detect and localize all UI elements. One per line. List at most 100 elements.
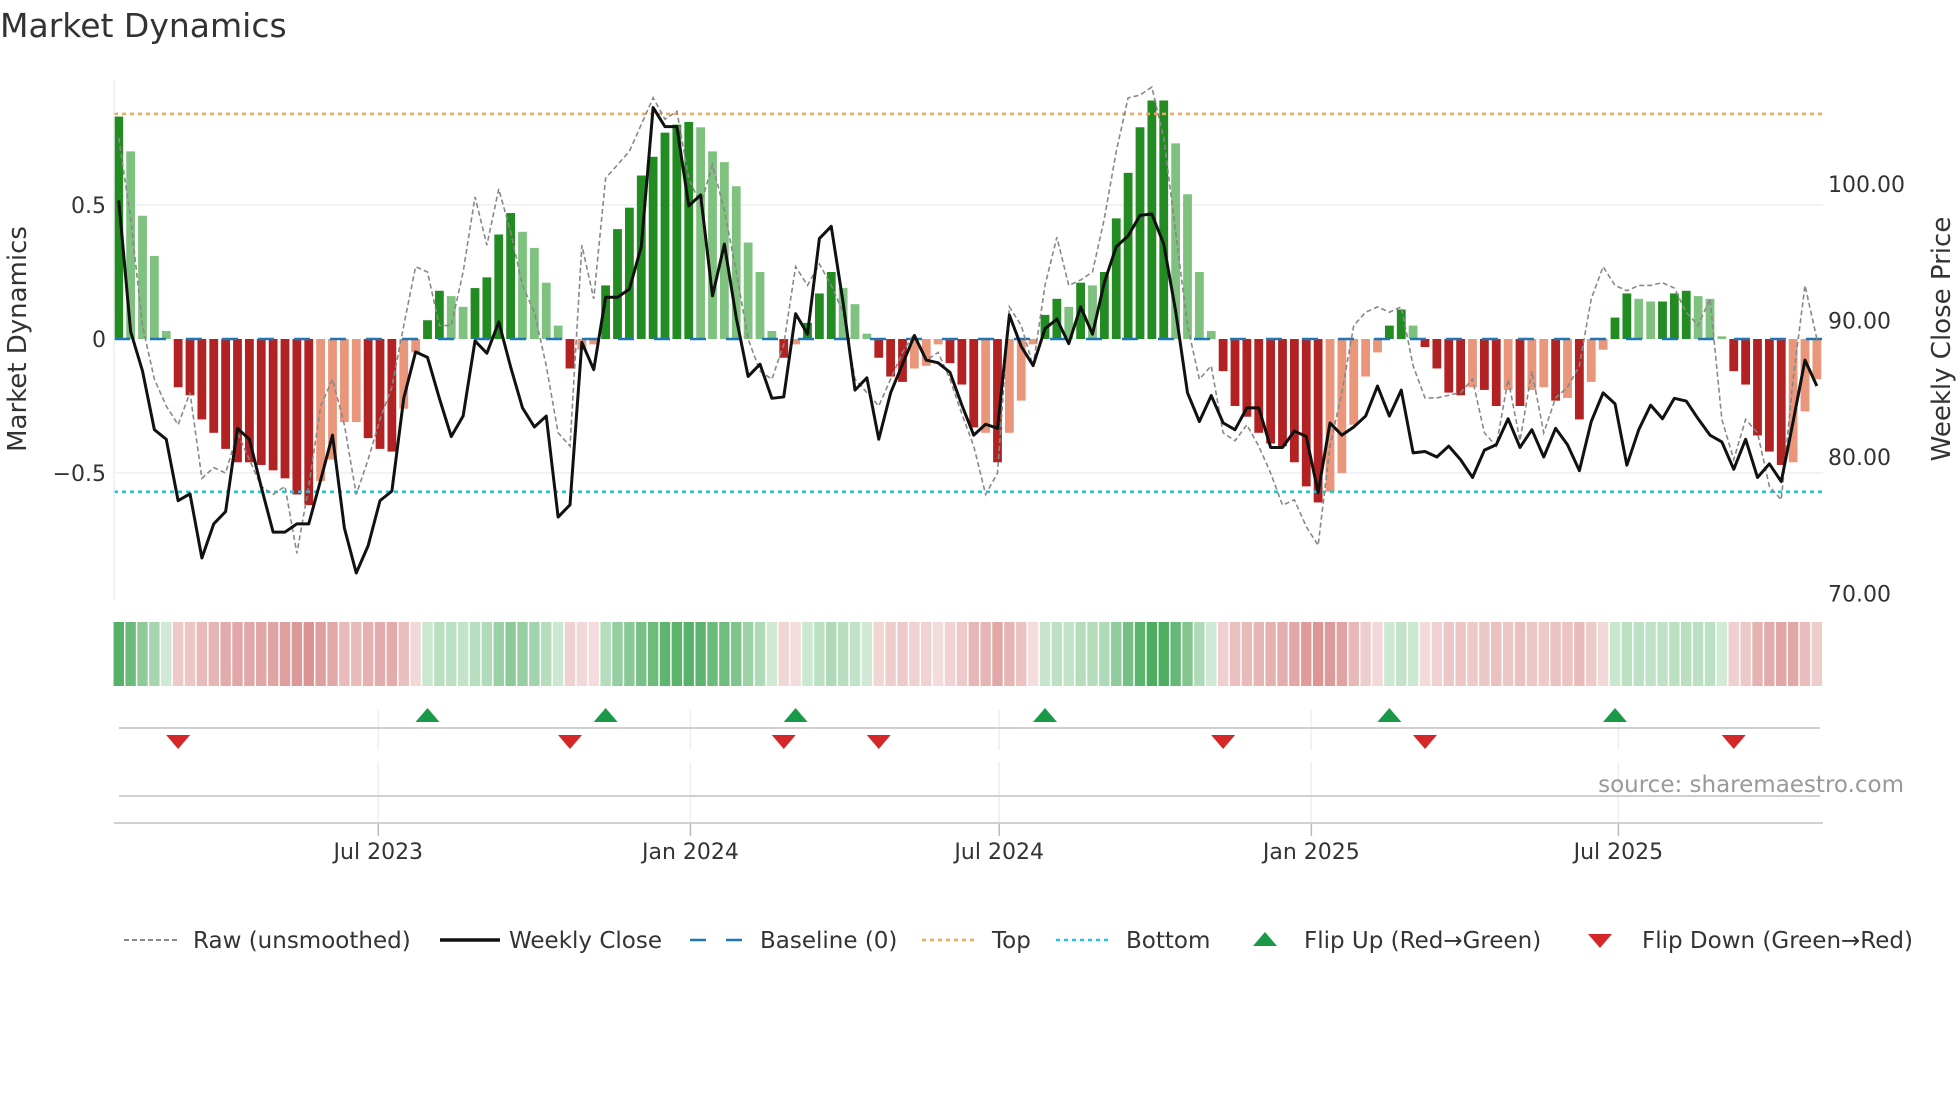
momentum-bar — [589, 339, 599, 345]
heat-cell — [267, 622, 279, 686]
heat-cell — [647, 622, 659, 686]
momentum-bar — [921, 339, 931, 366]
legend-flip-down-icon — [1588, 934, 1612, 948]
heat-cell — [873, 622, 884, 686]
heat-cell — [386, 622, 398, 686]
momentum-bar — [1812, 339, 1822, 380]
heat-cell — [1633, 622, 1644, 686]
heat-cell — [505, 622, 516, 686]
momentum-bar — [1016, 339, 1026, 401]
heat-cell — [1776, 622, 1787, 686]
momentum-bar — [601, 285, 611, 339]
heat-cell — [826, 622, 837, 686]
left-tick-label: 0.5 — [71, 194, 106, 219]
source-credit: source: sharemaestro.com — [1598, 772, 1904, 798]
momentum-bar — [755, 272, 765, 339]
momentum-bar — [1646, 301, 1656, 339]
heat-cell — [149, 622, 160, 686]
momentum-bar — [1527, 339, 1537, 390]
momentum-bar — [458, 306, 468, 339]
heat-cell — [351, 622, 362, 686]
momentum-bar — [268, 339, 278, 471]
momentum-bar — [482, 277, 492, 339]
momentum-bar — [363, 339, 373, 439]
heat-cell — [1016, 622, 1027, 686]
x-tick-label: Jan 2024 — [640, 840, 739, 865]
heat-cell — [1787, 622, 1799, 686]
momentum-bar — [1313, 339, 1323, 503]
heat-cell — [1550, 622, 1561, 686]
heat-cell — [1752, 622, 1763, 686]
heat-cell — [517, 622, 528, 686]
flip-down-icon — [1413, 735, 1437, 749]
heat-cell — [1704, 622, 1716, 686]
heat-cell — [1645, 622, 1656, 686]
momentum-bar — [945, 339, 955, 364]
heat-cell — [410, 622, 421, 686]
heat-cell — [529, 622, 540, 686]
heat-cell — [327, 622, 338, 686]
legend-label: Flip Down (Green→Red) — [1642, 928, 1913, 954]
momentum-bar — [1598, 339, 1608, 350]
heat-cell — [1087, 622, 1098, 686]
heat-cell — [790, 622, 801, 686]
momentum-bar — [1563, 339, 1572, 398]
heat-cell — [1099, 622, 1110, 686]
momentum-bar — [434, 290, 444, 339]
heat-cell — [1728, 622, 1739, 686]
momentum-bar — [339, 339, 349, 423]
heat-cell — [968, 622, 979, 686]
momentum-bar — [470, 288, 480, 339]
heat-cell — [1360, 622, 1371, 686]
momentum-bar — [1289, 339, 1299, 463]
momentum-bar — [529, 247, 539, 339]
momentum-bar — [126, 151, 136, 339]
legend-label: Bottom — [1126, 928, 1210, 954]
momentum-bar — [387, 339, 397, 452]
heat-cell — [1514, 622, 1526, 686]
heat-cell — [742, 622, 754, 686]
momentum-bar — [993, 339, 1002, 463]
heat-cell — [1799, 622, 1811, 686]
momentum-bar — [1266, 339, 1276, 444]
heat-cell — [113, 622, 124, 686]
heat-cell — [600, 622, 611, 686]
legend-flip-up-icon — [1253, 932, 1277, 946]
heat-cell — [564, 622, 576, 686]
heat-cell — [315, 622, 326, 686]
heat-cell — [1301, 622, 1312, 686]
momentum-bar — [173, 339, 183, 388]
momentum-bar — [1503, 339, 1513, 390]
heat-cell — [493, 622, 504, 686]
momentum-bar — [411, 339, 421, 353]
momentum-bar — [1099, 272, 1109, 339]
momentum-bar — [114, 116, 124, 339]
heat-cell — [992, 622, 1003, 686]
heat-cell — [1217, 622, 1229, 686]
heat-cell — [849, 622, 861, 686]
heat-cell — [695, 622, 706, 686]
x-tick-label: Jul 2023 — [332, 840, 424, 865]
momentum-bar — [1456, 339, 1466, 396]
momentum-bar — [1717, 336, 1727, 339]
momentum-bar — [446, 296, 456, 339]
heat-cell — [196, 622, 208, 686]
heat-cell — [279, 622, 291, 686]
gridlines — [114, 204, 1823, 474]
heat-cell — [1479, 622, 1490, 686]
momentum-bar — [1610, 317, 1620, 339]
legend-label: Baseline (0) — [760, 928, 897, 954]
weekly-close-line — [117, 106, 1819, 575]
momentum-bar — [1551, 339, 1561, 401]
heat-cell — [1265, 622, 1276, 686]
momentum-bar — [862, 333, 872, 339]
momentum-bar — [1491, 339, 1501, 406]
heat-cell — [1158, 622, 1169, 686]
momentum-bar — [779, 339, 789, 358]
legend-label: Weekly Close — [509, 928, 662, 954]
heat-cell — [1194, 622, 1205, 686]
heat-cell — [1562, 622, 1573, 686]
left-axis-label: Market Dynamics — [3, 226, 33, 452]
momentum-bar — [221, 339, 231, 449]
right-tick-label: 80.00 — [1828, 446, 1891, 471]
